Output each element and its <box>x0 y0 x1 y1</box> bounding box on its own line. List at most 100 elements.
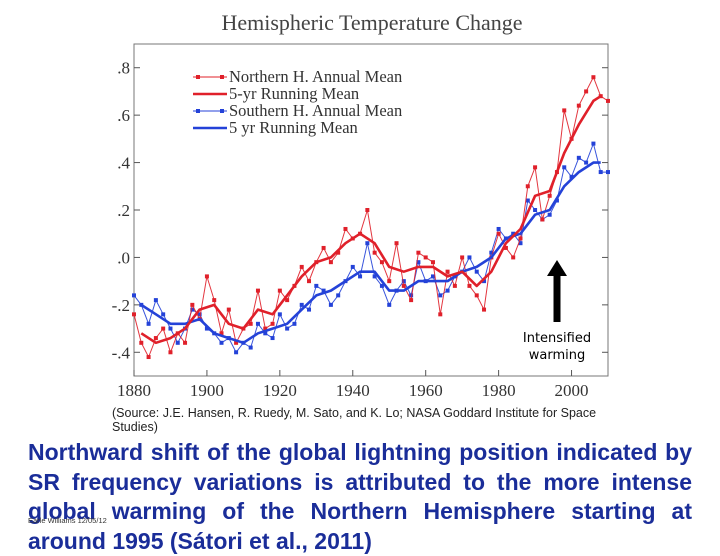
data-point-northern-h-annual-mean <box>525 184 530 189</box>
data-point-southern-h-annual-mean <box>146 321 151 326</box>
data-point-southern-h-annual-mean <box>401 279 406 284</box>
data-point-northern-h-annual-mean <box>576 103 581 108</box>
data-point-northern-h-annual-mean <box>591 75 596 80</box>
data-point-northern-h-annual-mean <box>153 336 158 341</box>
legend-label: Southern H. Annual Mean <box>229 101 402 120</box>
x-tick-label: 2000 <box>555 381 589 400</box>
data-point-northern-h-annual-mean <box>511 255 516 260</box>
data-point-northern-h-annual-mean <box>226 307 231 312</box>
data-point-northern-h-annual-mean <box>328 260 333 265</box>
data-point-northern-h-annual-mean <box>401 283 406 288</box>
data-point-southern-h-annual-mean <box>496 226 501 231</box>
data-point-northern-h-annual-mean <box>183 340 188 345</box>
data-point-southern-h-annual-mean <box>379 283 384 288</box>
data-point-southern-h-annual-mean <box>234 350 239 355</box>
data-point-southern-h-annual-mean <box>175 340 180 345</box>
legend-swatch-marker <box>220 109 224 113</box>
data-point-southern-h-annual-mean <box>416 260 421 265</box>
legend-label: 5 yr Running Mean <box>229 118 358 137</box>
data-point-southern-h-annual-mean <box>518 241 523 246</box>
data-point-southern-h-annual-mean <box>255 321 260 326</box>
slide-caption: Northward shift of the global lightning … <box>28 439 692 554</box>
chart-title: Hemispheric Temperature Change <box>221 10 522 35</box>
data-point-northern-h-annual-mean <box>307 279 312 284</box>
data-point-southern-h-annual-mean <box>132 293 136 298</box>
data-point-northern-h-annual-mean <box>452 283 457 288</box>
data-point-southern-h-annual-mean <box>328 302 333 307</box>
legend-swatch-marker <box>196 109 200 113</box>
data-point-northern-h-annual-mean <box>518 236 523 241</box>
data-point-southern-h-annual-mean <box>153 298 158 303</box>
data-point-northern-h-annual-mean <box>423 255 428 260</box>
data-point-northern-h-annual-mean <box>387 279 392 284</box>
data-point-southern-h-annual-mean <box>321 288 326 293</box>
data-point-southern-h-annual-mean <box>139 302 144 307</box>
data-point-northern-h-annual-mean <box>234 340 239 345</box>
y-tick-label: .8 <box>117 59 130 78</box>
data-point-northern-h-annual-mean <box>540 217 545 222</box>
y-tick-label: -.2 <box>112 296 130 315</box>
data-point-southern-h-annual-mean <box>482 279 487 284</box>
data-point-northern-h-annual-mean <box>204 274 209 279</box>
data-point-southern-h-annual-mean <box>591 141 596 146</box>
data-point-northern-h-annual-mean <box>372 250 377 255</box>
data-point-northern-h-annual-mean <box>270 321 275 326</box>
data-point-northern-h-annual-mean <box>321 245 326 250</box>
data-point-southern-h-annual-mean <box>285 326 290 331</box>
data-point-northern-h-annual-mean <box>467 283 472 288</box>
data-point-southern-h-annual-mean <box>438 293 443 298</box>
data-point-northern-h-annual-mean <box>598 94 603 99</box>
data-point-southern-h-annual-mean <box>314 283 319 288</box>
data-point-southern-h-annual-mean <box>489 250 494 255</box>
data-point-northern-h-annual-mean <box>132 312 136 317</box>
x-tick-label: 1880 <box>117 381 151 400</box>
y-tick-label: .2 <box>117 201 130 220</box>
data-point-northern-h-annual-mean <box>482 307 487 312</box>
data-point-northern-h-annual-mean <box>438 312 443 317</box>
data-point-southern-h-annual-mean <box>569 174 574 179</box>
data-point-northern-h-annual-mean <box>474 293 479 298</box>
data-point-northern-h-annual-mean <box>343 226 348 231</box>
data-point-southern-h-annual-mean <box>372 274 377 279</box>
data-point-southern-h-annual-mean <box>467 255 472 260</box>
annotation-line-1: Intensified <box>522 331 592 346</box>
data-point-southern-h-annual-mean <box>161 312 166 317</box>
data-point-southern-h-annual-mean <box>248 345 253 350</box>
data-point-northern-h-annual-mean <box>496 231 501 236</box>
data-point-southern-h-annual-mean <box>547 212 552 217</box>
annotation-background <box>517 327 597 367</box>
series-line-northern-h-annual-mean <box>133 75 609 359</box>
data-point-southern-h-annual-mean <box>204 326 209 331</box>
data-point-southern-h-annual-mean <box>307 307 312 312</box>
data-point-southern-h-annual-mean <box>190 307 195 312</box>
series-line-southern-h-annual-mean <box>133 141 608 354</box>
data-point-northern-h-annual-mean <box>277 288 282 293</box>
data-point-southern-h-annual-mean <box>562 165 567 170</box>
data-point-northern-h-annual-mean <box>430 260 435 265</box>
y-tick-label: .4 <box>117 154 130 173</box>
legend-label: Northern H. Annual Mean <box>229 67 402 86</box>
data-point-northern-h-annual-mean <box>190 302 195 307</box>
data-point-southern-h-annual-mean <box>168 326 173 331</box>
data-point-southern-h-annual-mean <box>445 288 450 293</box>
y-tick-label: .0 <box>117 248 130 267</box>
data-point-northern-h-annual-mean <box>547 193 552 198</box>
data-point-southern-h-annual-mean <box>299 302 304 307</box>
data-point-northern-h-annual-mean <box>299 264 304 269</box>
data-point-northern-h-annual-mean <box>533 165 538 170</box>
data-point-southern-h-annual-mean <box>598 170 603 175</box>
data-point-northern-h-annual-mean <box>146 355 151 360</box>
data-point-southern-h-annual-mean <box>277 312 282 317</box>
data-point-northern-h-annual-mean <box>606 98 610 103</box>
data-point-southern-h-annual-mean <box>350 264 355 269</box>
legend-label: 5-yr Running Mean <box>229 84 359 103</box>
data-point-southern-h-annual-mean <box>525 198 530 203</box>
data-point-northern-h-annual-mean <box>379 260 384 265</box>
data-point-southern-h-annual-mean <box>387 302 392 307</box>
data-point-southern-h-annual-mean <box>292 321 297 326</box>
data-point-southern-h-annual-mean <box>197 312 202 317</box>
data-point-southern-h-annual-mean <box>365 241 370 246</box>
data-point-northern-h-annual-mean <box>584 89 589 94</box>
y-tick-label: -.4 <box>112 343 131 362</box>
data-point-northern-h-annual-mean <box>416 250 421 255</box>
